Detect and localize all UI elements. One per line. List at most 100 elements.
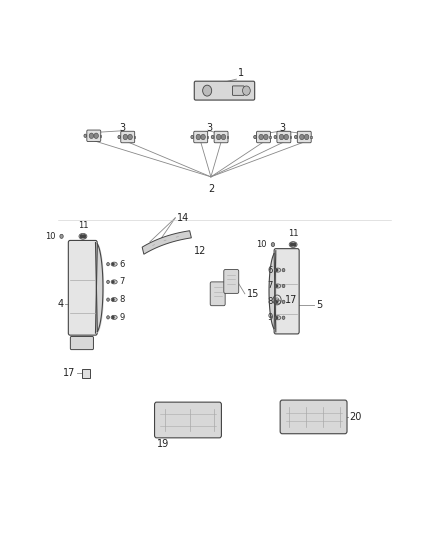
FancyBboxPatch shape xyxy=(194,81,254,100)
Circle shape xyxy=(112,281,114,283)
Text: 6: 6 xyxy=(120,260,125,269)
FancyBboxPatch shape xyxy=(71,336,93,350)
Text: 11: 11 xyxy=(78,221,88,230)
Ellipse shape xyxy=(289,241,297,247)
Text: 3: 3 xyxy=(206,123,212,133)
Ellipse shape xyxy=(275,268,281,272)
Text: 17: 17 xyxy=(64,368,76,378)
Circle shape xyxy=(211,135,214,139)
Circle shape xyxy=(282,284,285,288)
Circle shape xyxy=(276,285,278,287)
Circle shape xyxy=(123,134,127,140)
Circle shape xyxy=(294,135,297,139)
Bar xyxy=(227,136,229,138)
Circle shape xyxy=(112,263,114,265)
Circle shape xyxy=(191,135,194,139)
Circle shape xyxy=(279,134,284,140)
Bar xyxy=(269,136,271,138)
Circle shape xyxy=(290,243,293,246)
Circle shape xyxy=(112,316,114,318)
FancyBboxPatch shape xyxy=(87,130,101,142)
Ellipse shape xyxy=(275,284,281,288)
Circle shape xyxy=(264,134,268,140)
Bar xyxy=(100,135,101,137)
Text: 12: 12 xyxy=(194,246,206,256)
FancyBboxPatch shape xyxy=(210,282,225,306)
Text: 10: 10 xyxy=(45,232,56,241)
Circle shape xyxy=(84,134,87,138)
Circle shape xyxy=(300,134,304,140)
Bar xyxy=(207,136,208,138)
Ellipse shape xyxy=(111,262,117,266)
FancyBboxPatch shape xyxy=(155,402,222,438)
FancyBboxPatch shape xyxy=(121,131,135,143)
Circle shape xyxy=(282,300,285,303)
Bar xyxy=(290,136,291,138)
FancyBboxPatch shape xyxy=(224,270,239,293)
FancyBboxPatch shape xyxy=(257,131,271,143)
Circle shape xyxy=(293,243,296,246)
Circle shape xyxy=(304,134,309,140)
Circle shape xyxy=(276,269,278,271)
Circle shape xyxy=(107,316,110,319)
Text: 7: 7 xyxy=(120,277,125,286)
Bar xyxy=(134,136,135,138)
Text: 11: 11 xyxy=(288,229,298,238)
FancyBboxPatch shape xyxy=(214,131,228,143)
FancyBboxPatch shape xyxy=(277,131,291,143)
Circle shape xyxy=(259,134,263,140)
Text: 4: 4 xyxy=(57,298,63,309)
Text: 9: 9 xyxy=(120,313,125,322)
Ellipse shape xyxy=(79,233,87,239)
Text: 2: 2 xyxy=(208,184,214,194)
FancyBboxPatch shape xyxy=(68,240,97,335)
Circle shape xyxy=(118,135,120,139)
Text: 17: 17 xyxy=(285,295,297,305)
Circle shape xyxy=(107,280,110,284)
Circle shape xyxy=(107,298,110,301)
Bar xyxy=(82,369,90,378)
Text: 7: 7 xyxy=(267,281,272,290)
Text: 6: 6 xyxy=(267,265,272,274)
Text: 19: 19 xyxy=(157,439,170,449)
Circle shape xyxy=(282,269,285,272)
Circle shape xyxy=(128,134,132,140)
Text: 3: 3 xyxy=(120,123,126,133)
Circle shape xyxy=(83,235,85,238)
Circle shape xyxy=(80,235,83,238)
Polygon shape xyxy=(142,231,191,254)
Circle shape xyxy=(276,301,278,303)
Ellipse shape xyxy=(111,280,117,284)
Text: 9: 9 xyxy=(267,313,272,322)
Bar xyxy=(310,136,311,138)
Ellipse shape xyxy=(111,316,117,319)
Text: 10: 10 xyxy=(256,240,266,249)
Circle shape xyxy=(216,134,221,140)
FancyBboxPatch shape xyxy=(194,131,208,143)
Circle shape xyxy=(276,317,278,319)
FancyBboxPatch shape xyxy=(297,131,311,143)
Circle shape xyxy=(94,133,99,139)
Text: 3: 3 xyxy=(279,123,285,133)
Circle shape xyxy=(243,86,250,95)
Ellipse shape xyxy=(275,300,281,304)
Circle shape xyxy=(89,133,94,139)
Ellipse shape xyxy=(275,316,281,320)
Circle shape xyxy=(201,134,205,140)
Text: 8: 8 xyxy=(267,297,272,306)
Circle shape xyxy=(60,235,63,238)
Text: 8: 8 xyxy=(120,295,125,304)
Circle shape xyxy=(254,135,256,139)
Circle shape xyxy=(112,298,114,301)
Circle shape xyxy=(196,134,201,140)
Circle shape xyxy=(284,134,289,140)
Circle shape xyxy=(203,85,212,96)
Text: 15: 15 xyxy=(247,289,259,299)
FancyBboxPatch shape xyxy=(233,86,244,95)
Circle shape xyxy=(221,134,226,140)
FancyBboxPatch shape xyxy=(280,400,347,434)
Text: 1: 1 xyxy=(238,68,244,78)
FancyBboxPatch shape xyxy=(274,248,299,334)
Text: 5: 5 xyxy=(316,301,322,310)
Ellipse shape xyxy=(111,297,117,302)
